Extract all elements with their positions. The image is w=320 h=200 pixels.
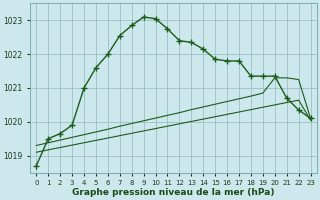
X-axis label: Graphe pression niveau de la mer (hPa): Graphe pression niveau de la mer (hPa) bbox=[72, 188, 275, 197]
